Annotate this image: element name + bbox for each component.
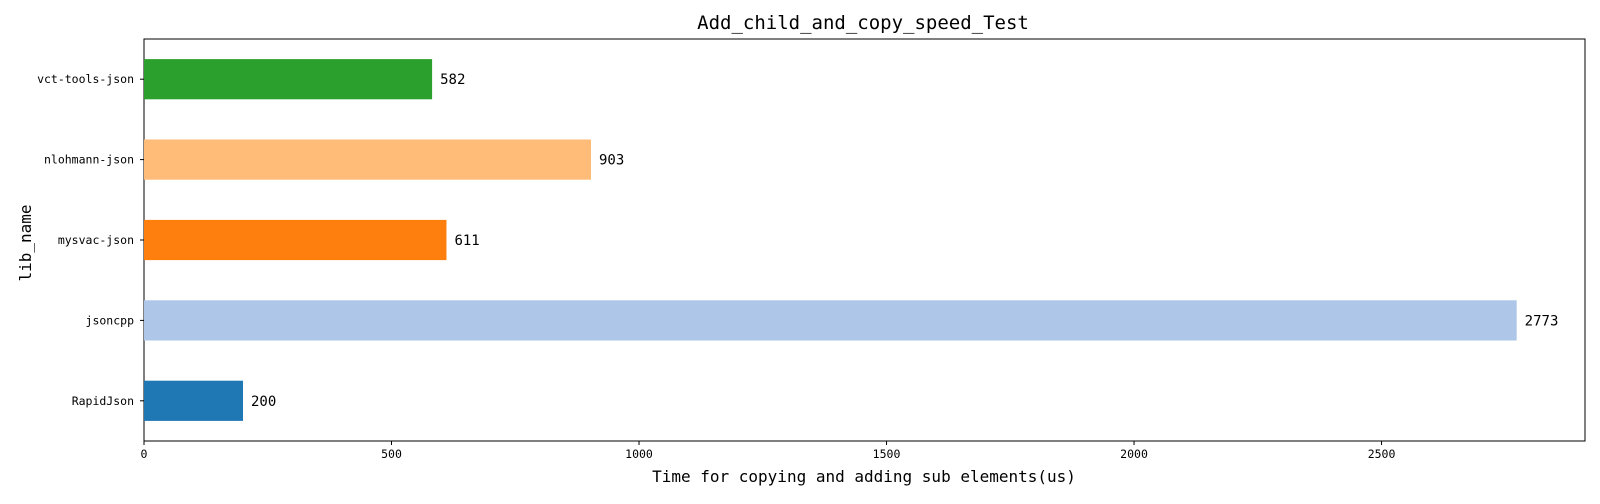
- x-tick-label: 2500: [1368, 447, 1396, 461]
- bar-nlohmann-json: [144, 139, 592, 180]
- data-label-jsoncpp: 2773: [1525, 313, 1559, 329]
- x-tick-label: 2000: [1120, 447, 1148, 461]
- x-tick-label: 500: [381, 447, 402, 461]
- bar-mysvac-json: [144, 219, 447, 261]
- x-tick-label: 1500: [873, 447, 901, 461]
- bar-rapidjson: [144, 380, 244, 421]
- bar-jsoncpp: [144, 300, 1517, 341]
- x-tick-label: 1000: [625, 447, 653, 461]
- y-tick-label: RapidJson: [72, 394, 134, 408]
- y-tick-label: mysvac-json: [58, 233, 134, 247]
- data-label-vct-tools-json: 582: [440, 72, 465, 88]
- x-axis-ticks: 0 500 1000 1500 2000 2500: [141, 441, 1396, 461]
- bars-layer: 200 2773 611 903 582: [144, 59, 1558, 421]
- y-axis-ticks: RapidJson jsoncpp mysvac-json nlohmann-json…: [37, 72, 144, 408]
- x-tick-label: 0: [141, 447, 148, 461]
- data-label-nlohmann-json: 903: [599, 153, 624, 169]
- bar-vct-tools-json: [144, 59, 433, 100]
- y-tick-label: nlohmann-json: [44, 153, 134, 167]
- data-label-mysvac-json: 611: [454, 233, 479, 249]
- x-axis-label: Time for copying and adding sub elements…: [652, 467, 1076, 486]
- y-axis-label: lib_name: [16, 204, 35, 281]
- chart-title: Add_child_and_copy_speed_Test: [697, 12, 1029, 34]
- y-tick-label: jsoncpp: [86, 313, 135, 327]
- data-label-rapidjson: 200: [251, 394, 276, 410]
- y-tick-label: vct-tools-json: [37, 72, 134, 86]
